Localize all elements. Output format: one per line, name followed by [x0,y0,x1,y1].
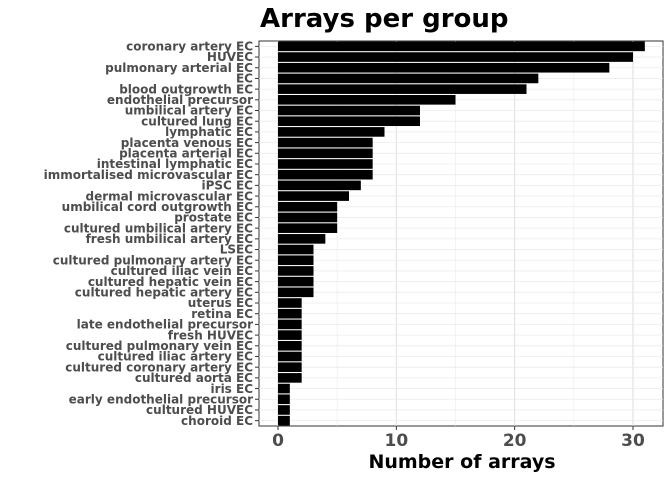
y-tick-label: HUVEC [207,50,253,64]
x-axis: 0 10 20 30 [272,426,645,451]
bar [278,234,326,244]
bar [278,298,302,308]
y-tick-label: blood outgrowth EC [119,82,253,96]
y-tick-label: cultured iliac vein EC [111,264,254,278]
y-tick-label: umbilical cord outgrowth EC [62,200,254,214]
bar [278,373,302,383]
bar [278,340,302,351]
x-tick-label: 0 [272,431,284,451]
y-tick-label: dermal microvascular EC [86,189,254,203]
bar [278,180,361,191]
bar [278,201,338,212]
y-tick-label: cultured HUVEC [146,403,253,417]
y-tick-label: iris EC [211,382,254,396]
bar [278,351,302,362]
y-tick-label: LSEC [220,243,253,257]
bar [278,169,373,180]
bar [278,362,302,372]
bar [278,255,314,266]
bar [278,330,302,340]
y-tick-label: cultured lung EC [141,114,253,128]
y-tick-label: umbilical artery EC [125,104,253,118]
bar [278,95,456,105]
y-tick-label: endothelial precursor [107,93,253,107]
bar [278,73,539,84]
bar [278,308,302,319]
y-tick-label: pulmonary arterial EC [105,61,253,75]
y-tick-label: retina EC [191,307,253,321]
bar [278,137,373,148]
y-tick-label: cultured pulmonary artery EC [53,253,253,267]
y-tick-label: uterus EC [188,296,253,310]
y-tick-label: early endothelial precursor [69,392,253,406]
y-tick-label: cultured aorta EC [135,371,253,385]
bar [278,266,314,276]
bar [278,394,290,405]
bar [278,287,314,298]
y-tick-label: choroid EC [181,414,253,428]
y-tick-label: cultured hepatic vein EC [88,275,253,289]
y-tick-label: coronary artery EC [126,40,253,54]
bar [278,383,290,394]
y-tick-label: cultured iliac artery EC [98,350,254,364]
y-tick-label: iPSC EC [201,179,253,193]
bar [278,41,645,52]
bar [278,116,420,127]
y-tick-label: placenta venous EC [121,136,253,150]
y-tick-label: cultured umbilical artery EC [64,221,253,235]
bar [278,223,338,233]
bar [278,191,349,201]
y-tick-label: placenta arterial EC [119,146,253,160]
bar [278,105,420,116]
x-tick-label: 20 [503,431,527,451]
y-tick-label: fresh umbilical artery EC [86,232,254,246]
y-tick-label: cultured pulmonary vein EC [66,339,253,353]
bar [278,244,314,255]
bar [278,415,290,426]
x-tick-label: 10 [384,431,408,451]
bar [278,319,302,330]
y-tick-label: fresh HUVEC [168,328,253,342]
x-axis-label: Number of arrays [368,451,555,473]
y-tick-label: cultured hepatic artery EC [75,286,253,300]
y-tick-label: EC [236,72,253,86]
y-tick-label: immortalised microvascular EC [44,168,254,182]
y-tick-label: lymphatic EC [165,125,253,139]
y-tick-label: cultured coronary artery EC [65,360,253,374]
bar [278,52,633,62]
y-tick-label: late endothelial precursor [77,318,253,332]
bar [278,62,610,73]
bar [278,405,290,415]
bar [278,276,314,287]
bar [278,127,385,137]
y-tick-label: intestinal lymphatic EC [97,157,253,171]
bar [278,212,338,223]
plot-panel [258,40,664,427]
bar [278,159,373,169]
chart-title: Arrays per group [260,4,509,34]
x-tick-label: 30 [621,431,645,451]
bar [278,84,527,94]
bar [278,148,373,159]
bars [278,41,645,426]
y-tick-label: prostate EC [174,211,253,225]
